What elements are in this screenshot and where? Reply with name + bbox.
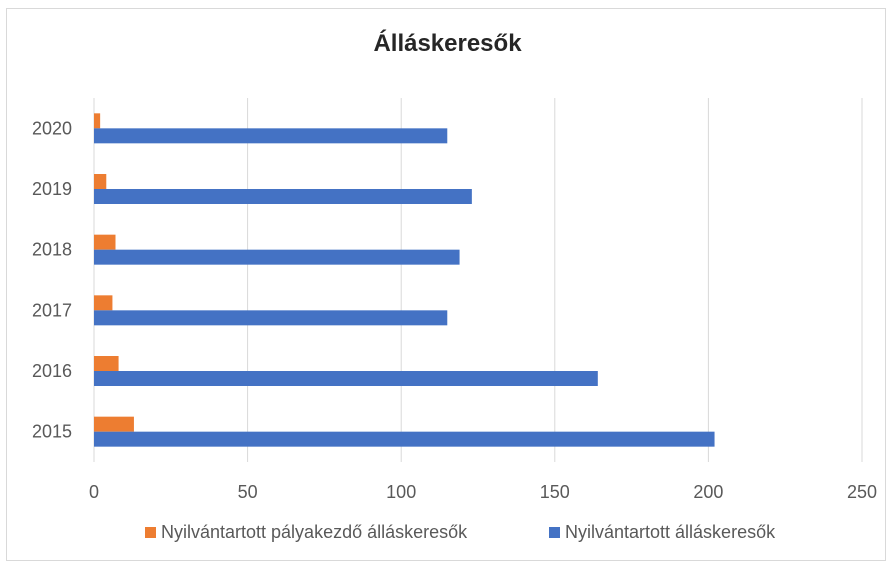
y-tick-label: 2016	[32, 361, 72, 381]
x-tick-label: 250	[847, 482, 877, 502]
legend-label-1: Nyilvántartott álláskeresők	[565, 522, 776, 542]
chart-title: Álláskeresők	[373, 30, 522, 57]
y-tick-label: 2015	[32, 422, 72, 442]
legend-label-0: Nyilvántartott pályakezdő álláskeresők	[161, 522, 468, 542]
y-tick-label: 2017	[32, 300, 72, 320]
x-tick-label: 50	[238, 482, 258, 502]
bar-palyakezdo-2017	[94, 295, 113, 311]
bar-allaskereso-2017	[94, 310, 448, 326]
y-tick-label: 2019	[32, 179, 72, 199]
bar-allaskereso-2015	[94, 431, 715, 447]
x-tick-label: 100	[386, 482, 416, 502]
bar-allaskereso-2018	[94, 249, 460, 265]
bar-palyakezdo-2016	[94, 356, 119, 371]
bar-allaskereso-2019	[94, 189, 472, 204]
legend-swatch-0	[145, 527, 156, 538]
y-tick-label: 2018	[32, 240, 72, 260]
bar-palyakezdo-2015	[94, 416, 134, 432]
y-tick-label: 2020	[32, 118, 72, 138]
bar-allaskereso-2020	[94, 128, 448, 144]
x-tick-label: 150	[540, 482, 570, 502]
legend-swatch-1	[549, 527, 560, 538]
bar-palyakezdo-2018	[94, 234, 116, 250]
x-tick-label: 200	[693, 482, 723, 502]
bar-palyakezdo-2020	[94, 113, 101, 129]
bar-allaskereso-2016	[94, 371, 598, 386]
bar-palyakezdo-2019	[94, 174, 107, 189]
chart-frame	[6, 8, 886, 561]
x-tick-label: 0	[89, 482, 99, 502]
